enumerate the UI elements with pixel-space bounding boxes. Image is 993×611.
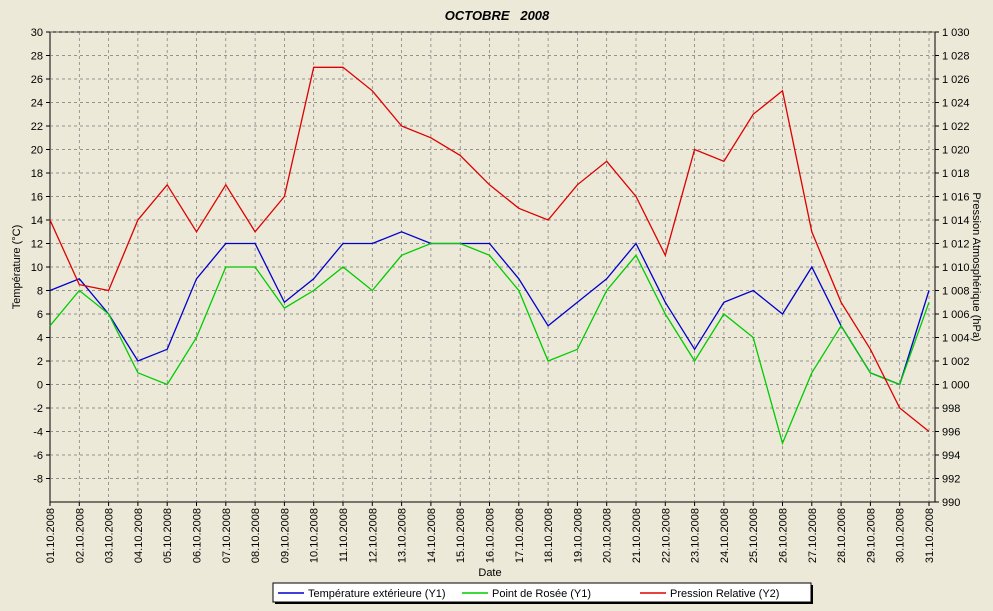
x-tick-label: 02.10.2008 [74, 508, 86, 563]
x-tick-label: 28.10.2008 [836, 508, 848, 563]
y2-tick-label: 1 030 [942, 27, 970, 39]
y-tick-label: 24 [31, 98, 43, 110]
y2-axis-label: Pression Atmosphérique (hPa) [970, 192, 982, 341]
x-tick-label: 18.10.2008 [543, 508, 555, 563]
y2-tick-label: 994 [942, 450, 960, 462]
series-line [49, 66, 930, 433]
y2-tick-label: 1 004 [942, 333, 970, 345]
y-tick-label: 2 [37, 356, 43, 368]
x-tick-label: 10.10.2008 [309, 508, 321, 563]
x-tick-label: 14.10.2008 [426, 508, 438, 563]
chart-title: OCTOBRE 2008 [445, 8, 550, 23]
legend-label: Pression Relative (Y2) [670, 588, 779, 600]
y-tick-label: 8 [37, 286, 43, 298]
y2-tick-label: 1 012 [942, 239, 970, 251]
y2-tick-label: 1 024 [942, 98, 970, 110]
y2-tick-label: 1 022 [942, 121, 970, 133]
x-tick-label: 26.10.2008 [778, 508, 790, 563]
series-line [49, 242, 930, 446]
series-line [49, 231, 930, 386]
y-tick-label: 30 [31, 27, 43, 39]
x-tick-label: 22.10.2008 [660, 508, 672, 563]
y2-tick-label: 1 020 [942, 145, 970, 157]
legend: Température extérieure (Y1) Point de Rosé… [272, 582, 813, 604]
x-tick-label: 25.10.2008 [748, 508, 760, 563]
y2-tick-label: 1 000 [942, 380, 970, 392]
y-tick-label: 4 [37, 333, 43, 345]
y-tick-label: 6 [37, 309, 43, 321]
y2-tick-label: 1 026 [942, 74, 970, 86]
x-tick-label: 30.10.2008 [895, 508, 907, 563]
x-tick-label: 21.10.2008 [631, 508, 643, 563]
y-tick-label: 12 [31, 239, 43, 251]
y-tick-label: 20 [31, 145, 43, 157]
y-tick-label: 14 [31, 215, 43, 227]
x-tick-label: 01.10.2008 [45, 508, 57, 563]
y-tick-label: -6 [33, 450, 43, 462]
x-tick-label: 31.10.2008 [924, 508, 936, 563]
x-tick-label: 24.10.2008 [719, 508, 731, 563]
y-tick-label: 10 [31, 262, 43, 274]
x-tick-label: 04.10.2008 [133, 508, 145, 563]
y-tick-label: -2 [33, 403, 43, 415]
y2-tick-label: 1 006 [942, 309, 970, 321]
y2-tick-label: 1 028 [942, 51, 970, 63]
x-tick-label: 15.10.2008 [455, 508, 467, 563]
y2-tick-label: 1 014 [942, 215, 970, 227]
legend-label: Point de Rosée (Y1) [492, 588, 591, 600]
x-tick-label: 27.10.2008 [807, 508, 819, 563]
x-tick-label: 23.10.2008 [690, 508, 702, 563]
x-tick-label: 19.10.2008 [572, 508, 584, 563]
y2-tick-label: 1 002 [942, 356, 970, 368]
y2-tick-label: 1 016 [942, 192, 970, 204]
x-tick-label: 06.10.2008 [192, 508, 204, 563]
x-tick-label: 05.10.2008 [162, 508, 174, 563]
y-tick-label: -4 [33, 427, 43, 439]
y2-tick-label: 1 008 [942, 286, 970, 298]
y2-tick-label: 990 [942, 497, 960, 509]
y-tick-label: 16 [31, 192, 43, 204]
y-axis-label: Température (°C) [11, 225, 23, 309]
x-tick-label: 07.10.2008 [221, 508, 233, 563]
x-axis-label: Date [478, 567, 501, 579]
y2-tick-label: 1 018 [942, 168, 970, 180]
x-tick-label: 20.10.2008 [602, 508, 614, 563]
y-tick-label: 22 [31, 121, 43, 133]
y-tick-label: 18 [31, 168, 43, 180]
x-tick-label: 08.10.2008 [250, 508, 262, 563]
x-tick-label: 29.10.2008 [865, 508, 877, 563]
x-tick-label: 17.10.2008 [514, 508, 526, 563]
x-tick-label: 03.10.2008 [104, 508, 116, 563]
y-tick-label: 0 [37, 380, 43, 392]
y2-tick-label: 996 [942, 427, 960, 439]
x-tick-label: 12.10.2008 [367, 508, 379, 563]
y-tick-label: 26 [31, 74, 43, 86]
y2-tick-label: 992 [942, 474, 960, 486]
y-tick-label: -8 [33, 474, 43, 486]
y-tick-label: 28 [31, 51, 43, 63]
plot-area [49, 31, 936, 503]
legend-label: Température extérieure (Y1) [308, 588, 446, 600]
y2-tick-label: 998 [942, 403, 960, 415]
x-tick-label: 09.10.2008 [279, 508, 291, 563]
y2-tick-label: 1 010 [942, 262, 970, 274]
x-tick-label: 16.10.2008 [485, 508, 497, 563]
x-tick-label: 11.10.2008 [338, 508, 350, 562]
x-tick-label: 13.10.2008 [397, 508, 409, 563]
